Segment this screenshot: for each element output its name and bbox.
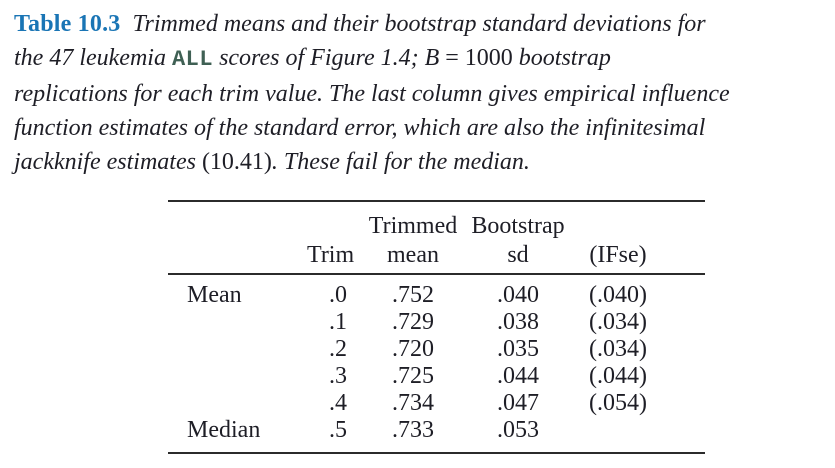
table-cell: .725 [392, 363, 434, 389]
header-cell [568, 201, 668, 240]
table-cell: .047 [497, 390, 539, 416]
caption-segment: Trimmed means and their bootstrap standa… [132, 11, 706, 37]
table-cell: .035 [497, 336, 539, 362]
table-cell [668, 274, 705, 309]
table-cell [168, 336, 307, 363]
table-row: Mean .0 .752 .040 (.040) [168, 274, 705, 309]
table-cell [168, 309, 307, 336]
table-head: Trimmed Bootstrap Trim mean sd (IFse) [168, 201, 705, 274]
table-cell: .729 [392, 309, 434, 335]
header-cell [168, 201, 307, 240]
table-cell: .044 [497, 363, 539, 389]
table-number-label: Table 10.3 [14, 11, 121, 37]
caption-segment: scores of Figure 1.4; B [213, 45, 440, 71]
table-row: .3 .725 .044 (.044) [168, 363, 705, 390]
table-cell [668, 390, 705, 417]
table-row: .4 .734 .047 (.054) [168, 390, 705, 417]
table-cell: .040 [497, 282, 539, 308]
caption-segment: . These fail for the median. [271, 149, 530, 175]
header-cell [307, 201, 358, 240]
table-cell [668, 417, 705, 453]
header-cell: Trim [307, 242, 355, 268]
table-cell [668, 336, 705, 363]
table-cell: .3 [329, 363, 347, 389]
header-cell: (IFse) [589, 242, 647, 268]
table-cell: .734 [392, 390, 434, 416]
caption-line: function estimates of the standard error… [14, 111, 829, 145]
data-table: Trimmed Bootstrap Trim mean sd (IFse) Mean .0.… [168, 200, 705, 454]
table-cell: (.054) [589, 390, 647, 416]
caption-segment: the 47 leukemia [14, 45, 172, 71]
table-row: .1 .729 .038 (.034) [168, 309, 705, 336]
header-cell [668, 201, 705, 240]
table-cell: Median [187, 417, 261, 443]
caption-segment: jackknife estimates [14, 149, 202, 175]
table-cell [168, 363, 307, 390]
table-cell [568, 417, 668, 453]
header-cell [168, 240, 307, 274]
caption-segment: replications for each trim value. The la… [14, 81, 730, 107]
table-cell: .5 [329, 417, 347, 443]
table-cell: .053 [497, 417, 539, 443]
table-cell: Mean [187, 282, 242, 308]
caption-line: Table 10.3 Trimmed means and their bootst… [14, 7, 829, 41]
header-cell: sd [507, 242, 529, 268]
header-cell: mean [387, 242, 439, 268]
caption-line: the 47 leukemia ALL scores of Figure 1.4… [14, 41, 829, 77]
table-cell: (.040) [589, 282, 647, 308]
caption-line: replications for each trim value. The la… [14, 77, 829, 111]
caption-line: jackknife estimates (10.41). These fail … [14, 145, 829, 179]
header-row: Trimmed Bootstrap [168, 201, 705, 240]
table-cell: .2 [329, 336, 347, 362]
table-body: Mean .0 .752 .040 (.040) .1 .729 .038 (.034) .2 .7… [168, 274, 705, 453]
header-cell: Trimmed [368, 213, 458, 239]
caption-segment: = 1000 [439, 45, 519, 71]
table-cell: .4 [329, 390, 347, 416]
table-cell: .752 [392, 282, 434, 308]
table-cell: .1 [329, 309, 347, 335]
table-cell: .0 [329, 282, 347, 308]
header-row: Trim mean sd (IFse) [168, 240, 705, 274]
header-cell [668, 240, 705, 274]
table-cell: (.034) [589, 309, 647, 335]
table-row: .2 .720 .035 (.034) [168, 336, 705, 363]
table-cell [668, 363, 705, 390]
header-cell: Bootstrap [471, 213, 565, 239]
table-caption: Table 10.3 Trimmed means and their bootst… [14, 7, 829, 179]
caption-segment: function estimates of the standard error… [14, 115, 706, 141]
table-cell [668, 309, 705, 336]
table-cell: (.044) [589, 363, 647, 389]
table-cell: .720 [392, 336, 434, 362]
code-token: ALL [171, 47, 214, 72]
table-cell [168, 390, 307, 417]
table-cell: .733 [392, 417, 434, 443]
caption-segment: bootstrap [518, 45, 611, 71]
table-cell: (.034) [589, 336, 647, 362]
caption-segment: (10.41) [201, 149, 272, 175]
table-cell: .038 [497, 309, 539, 335]
table-row: Median .5 .733 .053 [168, 417, 705, 453]
